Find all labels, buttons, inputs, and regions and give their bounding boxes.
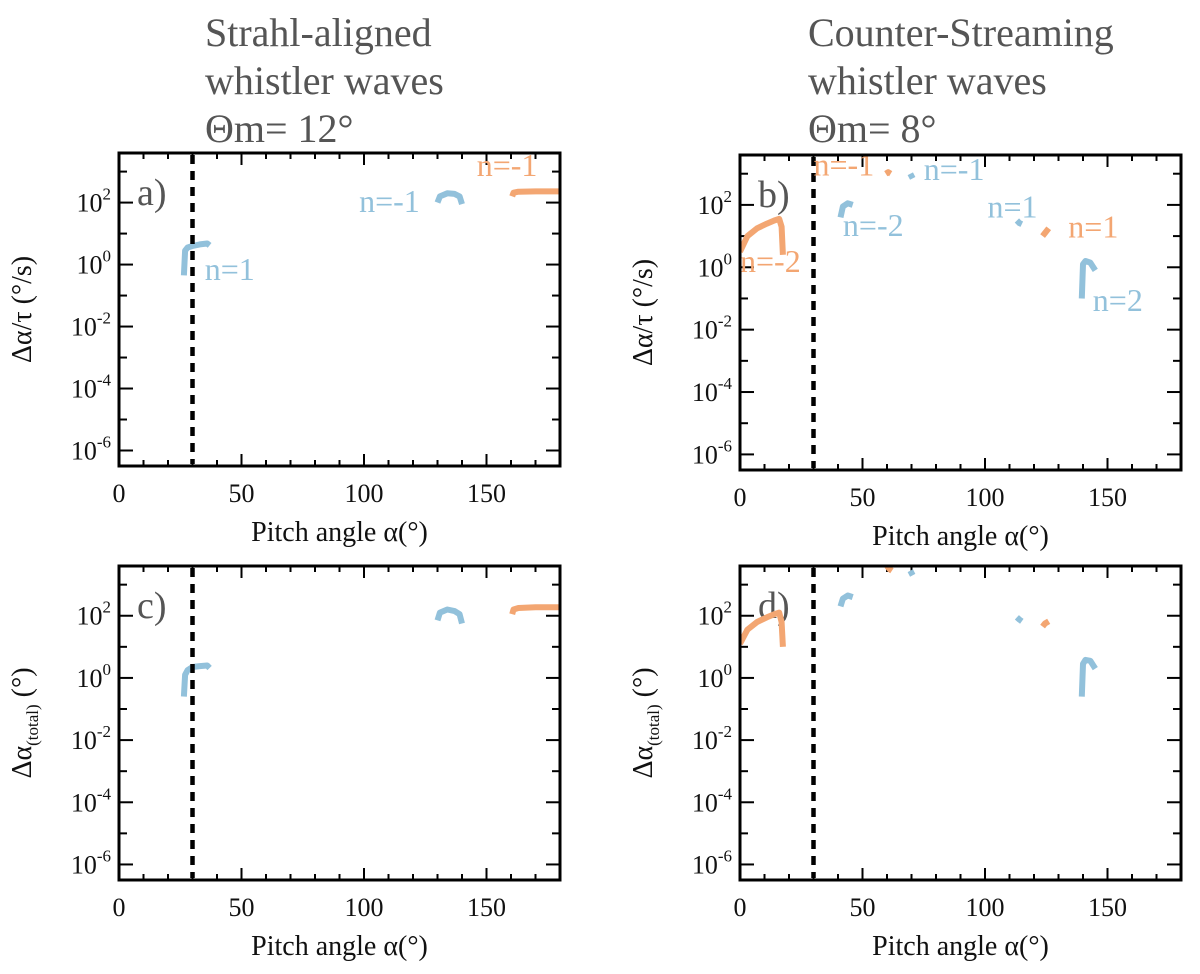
y-tick-label: 100 bbox=[698, 660, 733, 693]
panel-c: 0 50 100 150 10-6 10-4 10-2 100 102 Pitch angle α… bbox=[7, 564, 562, 962]
x-axis-label: Pitch angle α(°) bbox=[251, 517, 428, 548]
column-title-line: whistler waves bbox=[808, 58, 1047, 103]
annotation-blue: n=-1 bbox=[359, 183, 420, 219]
x-tick-label: 0 bbox=[113, 893, 126, 922]
series-n=1-orange bbox=[1040, 226, 1052, 238]
annotation-orange: n=1 bbox=[1068, 209, 1118, 245]
y-tick-label: 102 bbox=[698, 187, 733, 220]
annotation-blue: n=1 bbox=[987, 188, 1037, 224]
y-tick-label: 10-6 bbox=[71, 433, 111, 466]
y-tick-label: 10-2 bbox=[71, 309, 111, 342]
y-axis-label: Δα/τ (°/s) bbox=[7, 256, 38, 363]
y-tick-label: 10-6 bbox=[71, 846, 111, 879]
x-tick-label: 50 bbox=[850, 483, 876, 512]
y-tick-label: 100 bbox=[77, 247, 112, 280]
x-tick-label: 0 bbox=[734, 893, 747, 922]
plot-frame bbox=[738, 153, 1183, 472]
column-title-line: whistler waves bbox=[205, 58, 444, 103]
y-tick-label: 10-6 bbox=[692, 846, 732, 879]
y-tick-label: 10-6 bbox=[692, 436, 732, 469]
y-tick-label: 100 bbox=[77, 660, 112, 693]
annotation-blue: n=-1 bbox=[924, 151, 985, 187]
plot-frame bbox=[738, 564, 1183, 882]
x-tick-label: 100 bbox=[966, 893, 1005, 922]
series-n=-2-orange bbox=[740, 609, 786, 647]
y-tick-label: 10-2 bbox=[71, 722, 111, 755]
annotation-blue: n=-2 bbox=[843, 207, 904, 243]
x-tick-label: 50 bbox=[850, 893, 876, 922]
y-axis-label: Δα(total) (°) bbox=[7, 667, 42, 778]
y-tick-label: 100 bbox=[698, 249, 733, 282]
x-axis-label: Pitch angle α(°) bbox=[872, 931, 1049, 962]
column-title-line: Θm= 8° bbox=[808, 106, 937, 151]
plot-frame bbox=[117, 151, 562, 468]
series-n=-1-orange bbox=[509, 188, 560, 198]
series-n=2-blue bbox=[1078, 656, 1098, 697]
series-n=-1-blue bbox=[434, 606, 465, 625]
annotation-blue: n=1 bbox=[205, 251, 255, 287]
y-axis-label: Δα/τ (°/s) bbox=[628, 259, 659, 366]
column-title-line: Strahl-aligned bbox=[205, 10, 432, 55]
series-n=-1-blue bbox=[434, 190, 465, 205]
series-n=1-blue bbox=[1014, 615, 1024, 624]
y-tick-label: 10-4 bbox=[692, 784, 733, 817]
x-tick-label: 100 bbox=[966, 483, 1005, 512]
panels: 0 50 100 150 10-6 10-4 10-2 100 102 Pitch angle α… bbox=[7, 146, 1183, 962]
x-tick-label: 0 bbox=[113, 479, 126, 508]
panel-b: 0 50 100 150 10-6 10-4 10-2 100 102 Pitch angle α… bbox=[628, 146, 1183, 552]
annotation-blue: n=2 bbox=[1093, 282, 1143, 318]
panel-d: 0 50 100 150 10-6 10-4 10-2 100 102 Pitch angle α… bbox=[628, 564, 1183, 962]
column-title-line: Counter-Streaming bbox=[808, 10, 1114, 55]
plot-frame bbox=[117, 564, 562, 882]
series-n=1-blue bbox=[180, 662, 212, 697]
y-tick-label: 10-4 bbox=[71, 371, 112, 404]
x-tick-label: 150 bbox=[467, 893, 506, 922]
series-n=1-orange bbox=[1040, 618, 1051, 629]
series-n=2-blue bbox=[1078, 258, 1098, 299]
series-n=-1-orange bbox=[509, 604, 560, 615]
y-tick-label: 10-2 bbox=[692, 312, 732, 345]
x-axis-label: Pitch angle α(°) bbox=[251, 931, 428, 962]
series-n=-2-blue bbox=[837, 592, 854, 608]
x-tick-label: 100 bbox=[345, 479, 384, 508]
x-tick-label: 50 bbox=[229, 479, 255, 508]
series-n=1-blue bbox=[180, 240, 212, 276]
series-n=-2-orange bbox=[740, 215, 786, 255]
x-tick-label: 150 bbox=[1088, 483, 1127, 512]
series-n=-1-blue bbox=[907, 172, 916, 180]
annotation-orange: n=-1 bbox=[814, 146, 875, 182]
annotation-orange: n=-2 bbox=[740, 243, 801, 279]
x-tick-label: 150 bbox=[467, 479, 506, 508]
y-tick-label: 102 bbox=[77, 598, 112, 631]
series-n=-1-blue bbox=[907, 569, 916, 577]
x-axis-label: Pitch angle α(°) bbox=[872, 521, 1049, 552]
panel-label: a) bbox=[137, 172, 167, 214]
series-n=-2-blue bbox=[837, 200, 854, 219]
y-tick-label: 10-2 bbox=[692, 722, 732, 755]
panel-label: c) bbox=[137, 585, 167, 627]
series-n=1-blue bbox=[1014, 218, 1024, 227]
y-axis-label: Δα(total) (°) bbox=[628, 667, 663, 778]
x-tick-label: 150 bbox=[1088, 893, 1127, 922]
x-tick-label: 100 bbox=[345, 893, 384, 922]
panel-a: 0 50 100 150 10-6 10-4 10-2 100 102 Pitch angle α… bbox=[7, 147, 562, 548]
y-tick-label: 102 bbox=[77, 185, 112, 218]
column-title-line: Θm= 12° bbox=[205, 106, 354, 151]
y-tick-label: 102 bbox=[698, 598, 733, 631]
y-tick-label: 10-4 bbox=[692, 374, 733, 407]
x-tick-label: 50 bbox=[229, 893, 255, 922]
x-tick-label: 0 bbox=[734, 483, 747, 512]
y-tick-label: 10-4 bbox=[71, 784, 112, 817]
panel-label: b) bbox=[758, 174, 790, 216]
series-n=-1-orange bbox=[884, 169, 893, 177]
